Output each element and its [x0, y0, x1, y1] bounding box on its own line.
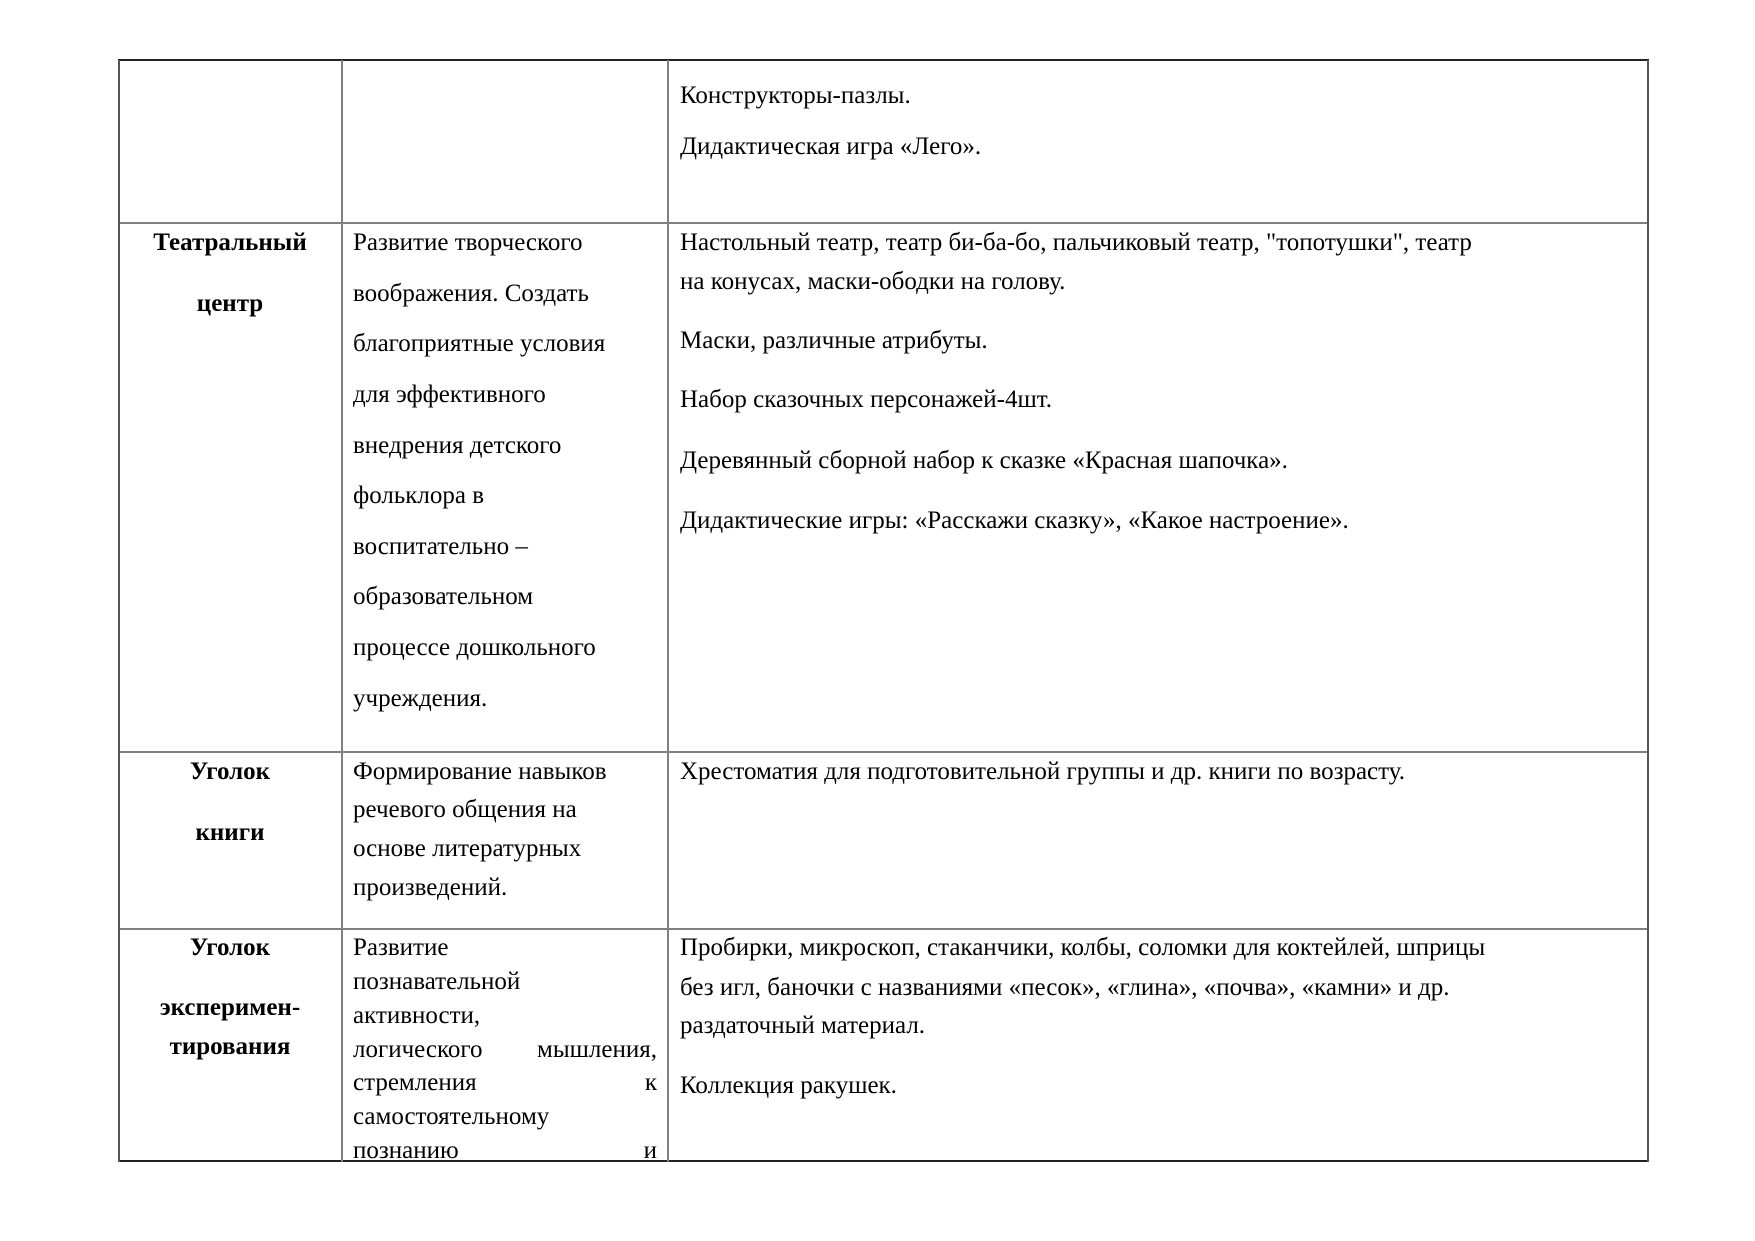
purpose-line: процессе дошкольного	[353, 634, 596, 661]
equipment-line: Маски, различные атрибуты.	[680, 327, 988, 354]
purpose-line: воображения. Создать	[353, 280, 589, 307]
equipment-line: Набор сказочных персонажей-4шт.	[680, 386, 1052, 413]
equipment-line: Конструкторы-пазлы.	[680, 82, 911, 109]
purpose-line: логического мышления,	[353, 1036, 657, 1063]
column-divider	[667, 60, 669, 1162]
purpose-line: речевого общения на	[353, 796, 577, 823]
purpose-line: Формирование навыков	[353, 758, 607, 785]
purpose-line: познавательной	[353, 968, 521, 995]
equipment-line: Дидактическая игра «Лего».	[680, 133, 982, 160]
equipment-line: Деревянный сборной набор к сказке «Красн…	[680, 447, 1288, 474]
purpose-line: внедрения детского	[353, 432, 562, 459]
equipment-line: без игл, баночки с названиями «песок», «…	[680, 974, 1450, 1001]
center-name: Театральный	[153, 229, 307, 256]
table-border-top	[118, 59, 1649, 61]
center-name: эксперимен-	[159, 994, 301, 1021]
purpose-line: познанию и	[353, 1137, 657, 1159]
purpose-line: стремления к	[353, 1069, 657, 1096]
purpose-line: Развитие	[353, 934, 449, 961]
equipment-line: Дидактические игры: «Расскажи сказку», «…	[680, 507, 1349, 534]
purpose-line: воспитательно –	[353, 533, 528, 560]
purpose-line: учреждения.	[353, 685, 488, 712]
purpose-line: основе литературных	[353, 835, 582, 862]
equipment-line: Настольный театр, театр би-ба-бо, пальчи…	[680, 229, 1472, 256]
row-divider	[118, 928, 1649, 930]
purpose-line: для эффективного	[353, 381, 546, 408]
center-name: книги	[195, 819, 265, 846]
equipment-line: раздаточный материал.	[680, 1012, 926, 1039]
table-border-left	[118, 60, 120, 1162]
center-name: центр	[196, 290, 264, 317]
row-divider	[118, 751, 1649, 753]
center-name: тирования	[169, 1033, 291, 1060]
purpose-line: благоприятные условия	[353, 330, 606, 357]
equipment-line: на конусах, маски-ободки на голову.	[680, 268, 1066, 295]
purpose-line: произведений.	[353, 874, 508, 901]
purpose-line: самостоятельному	[353, 1103, 550, 1130]
center-name: Уголок	[189, 758, 271, 785]
table-border-bottom	[118, 1160, 1649, 1162]
purpose-line: фольклора в	[353, 482, 485, 509]
purpose-line: активности,	[353, 1002, 481, 1029]
purpose-line: Развитие творческого	[353, 229, 583, 256]
center-name: Уголок	[189, 934, 271, 961]
equipment-line: Коллекция ракушек.	[680, 1072, 897, 1099]
column-divider	[341, 60, 343, 1162]
equipment-line: Пробирки, микроскоп, стаканчики, колбы, …	[680, 934, 1486, 961]
row-divider	[118, 222, 1649, 224]
purpose-line: образовательном	[353, 583, 534, 610]
table-border-right	[1647, 60, 1649, 1162]
equipment-line: Хрестоматия для подготовительной группы …	[680, 758, 1405, 785]
